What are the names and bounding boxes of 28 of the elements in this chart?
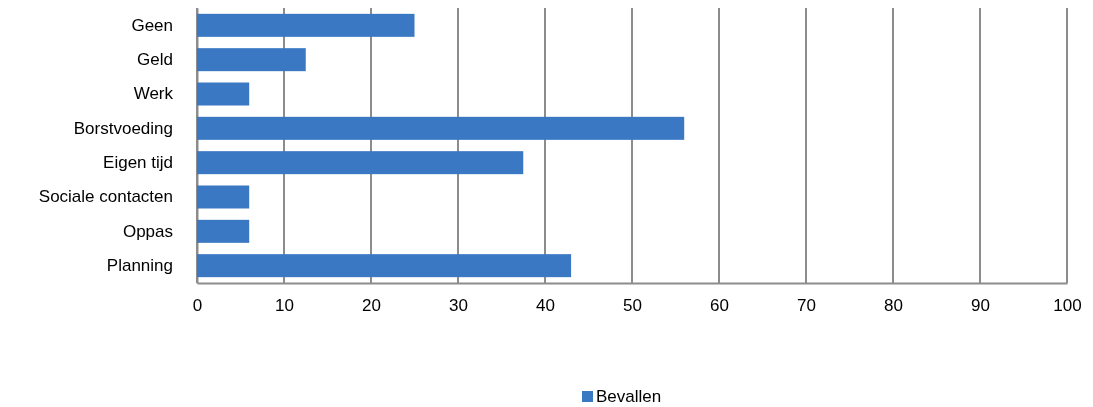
legend-label: Bevallen [596,387,662,406]
bar [197,219,250,243]
x-tick-label: 20 [362,296,381,316]
bar [197,185,250,209]
y-tick-label: Oppas [122,221,173,241]
x-tick-label: 100 [1053,296,1082,316]
bar [197,82,250,106]
y-tick-label: Sociale contacten [38,187,173,207]
x-tick-label: 30 [449,296,468,316]
x-tick-label: 50 [623,296,642,316]
x-tick-label: 70 [797,296,816,316]
x-tick-label: 40 [536,296,555,316]
bar [197,151,524,175]
x-tick-label: 60 [710,296,729,316]
x-tick-label: 10 [275,296,294,316]
x-tick-label: 90 [971,296,990,316]
bar [197,116,685,140]
x-tick-label: 0 [192,296,203,316]
bar [197,13,415,37]
y-tick-label: Werk [133,84,174,104]
y-tick-label: Geen [131,15,173,35]
y-tick-label: Eigen tijd [103,153,173,173]
y-tick-label: Borstvoeding [73,118,173,138]
bar [197,254,572,278]
x-tick-label: 80 [884,296,903,316]
bar [197,48,306,72]
y-tick-label: Planning [106,256,173,276]
y-tick-label: Geld [137,50,173,70]
